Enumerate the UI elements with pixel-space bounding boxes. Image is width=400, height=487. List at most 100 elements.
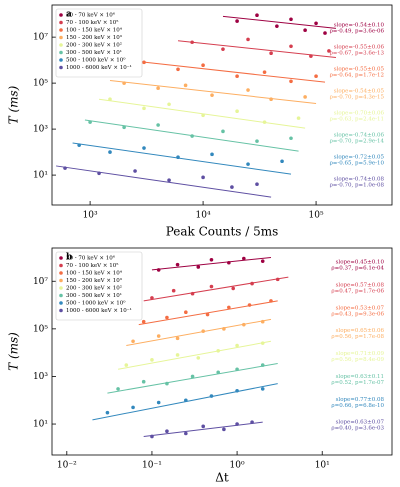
legend-box bbox=[55, 251, 143, 321]
point bbox=[323, 31, 327, 35]
legend-label: 30 - 70 keV × 10⁶ bbox=[66, 255, 116, 262]
point bbox=[122, 81, 126, 85]
x-tick-label: 10⁻¹ bbox=[142, 461, 162, 471]
point bbox=[262, 70, 267, 74]
point bbox=[255, 182, 259, 187]
annotation: ρ=0.43, p=9.3e-06 bbox=[331, 311, 384, 317]
point bbox=[171, 288, 176, 293]
point bbox=[275, 277, 280, 282]
fit-line bbox=[107, 363, 278, 394]
annotation: ρ=0.37, p=6.1e-04 bbox=[331, 266, 384, 272]
annotation: slope=0.71±0.09 bbox=[336, 351, 385, 357]
fit-line bbox=[72, 142, 292, 175]
legend-label: 500 - 1000 keV × 10⁰ bbox=[66, 57, 126, 64]
point bbox=[275, 24, 279, 28]
point bbox=[246, 162, 250, 166]
point bbox=[246, 37, 250, 42]
point bbox=[314, 74, 318, 79]
panel-label: a bbox=[66, 10, 72, 20]
point bbox=[190, 40, 194, 45]
fit-line bbox=[143, 421, 263, 437]
fit-line bbox=[222, 15, 337, 29]
legend-marker bbox=[59, 20, 63, 25]
legend-label: 1000 - 6000 keV × 10⁻¹ bbox=[66, 307, 132, 314]
point bbox=[260, 259, 265, 263]
point bbox=[289, 79, 293, 84]
x-tick-label: 10⁵ bbox=[309, 211, 324, 221]
annotation: slope=0.57±0.08 bbox=[336, 282, 385, 288]
point bbox=[156, 400, 161, 405]
point bbox=[235, 422, 239, 426]
annotation: slope=-0.55±0.05 bbox=[334, 67, 385, 73]
point bbox=[255, 13, 259, 18]
point bbox=[133, 169, 137, 173]
point bbox=[184, 310, 188, 315]
point bbox=[289, 44, 293, 49]
point bbox=[150, 358, 154, 362]
point bbox=[165, 315, 169, 320]
plot-frame bbox=[51, 4, 393, 206]
point bbox=[141, 319, 146, 324]
annotation: ρ=-0.70, p=2.9e-14 bbox=[330, 139, 385, 145]
point bbox=[230, 185, 234, 189]
fit-line bbox=[56, 165, 272, 198]
point bbox=[88, 120, 92, 124]
point bbox=[235, 343, 239, 348]
plot-frame bbox=[51, 247, 393, 456]
point bbox=[122, 125, 126, 130]
point bbox=[97, 171, 101, 176]
legend-marker bbox=[59, 263, 63, 268]
point bbox=[142, 60, 146, 65]
annotation: ρ=-0.65, p=5.9e-10 bbox=[330, 161, 385, 167]
annotation: ρ=-0.70, p=1.0e-08 bbox=[330, 183, 385, 189]
y-tick-label: 10¹ bbox=[33, 171, 48, 181]
point bbox=[184, 431, 188, 436]
point bbox=[210, 93, 214, 97]
fit-line bbox=[151, 256, 272, 271]
point bbox=[201, 63, 205, 68]
point bbox=[150, 296, 154, 300]
legend-marker bbox=[59, 35, 63, 40]
annotation: slope=0.53±0.07 bbox=[336, 305, 385, 311]
annotation: ρ=-0.67, p=3.6e-13 bbox=[330, 51, 385, 57]
annotation: ρ=0.56, p=8.4e-09 bbox=[331, 357, 384, 363]
annotation: slope=-0.72±0.05 bbox=[334, 155, 385, 161]
point bbox=[196, 265, 201, 269]
point bbox=[280, 159, 284, 164]
point bbox=[235, 74, 239, 79]
point bbox=[175, 353, 180, 357]
point bbox=[156, 268, 161, 272]
point bbox=[235, 388, 239, 393]
legend-marker bbox=[59, 50, 63, 55]
legend-label: 150 - 200 keV × 10³ bbox=[66, 277, 122, 284]
point bbox=[231, 286, 235, 291]
point bbox=[260, 341, 265, 345]
legend-box bbox=[55, 8, 143, 78]
point bbox=[227, 260, 231, 265]
fit-line bbox=[177, 40, 337, 59]
annotation: ρ=0.52, p=1.7e-07 bbox=[331, 380, 384, 386]
point bbox=[327, 49, 331, 53]
legend-label: 70 - 100 keV × 10⁵ bbox=[66, 19, 118, 26]
point bbox=[142, 106, 146, 111]
point bbox=[205, 312, 210, 317]
annotation: ρ=-0.63, p=2.4e-11 bbox=[330, 117, 384, 123]
x-axis-label: Peak Counts / 5ms bbox=[166, 225, 279, 239]
point bbox=[190, 291, 195, 296]
y-tick-label: 10⁷ bbox=[33, 33, 48, 43]
legend-label: 200 - 300 keV × 10² bbox=[66, 285, 122, 292]
x-tick-label: 10¹ bbox=[315, 461, 330, 471]
y-tick-label: 10⁷ bbox=[33, 277, 48, 287]
legend-label: 200 - 300 keV × 10² bbox=[66, 42, 122, 49]
point bbox=[235, 19, 239, 23]
annotation: slope=-0.54±0.05 bbox=[334, 89, 385, 95]
point bbox=[289, 136, 293, 141]
x-axis-label: Δt bbox=[215, 471, 229, 485]
fit-line bbox=[109, 80, 317, 104]
annotation: ρ=0.40, p=3.6e-03 bbox=[331, 426, 384, 432]
legend-marker bbox=[59, 278, 63, 283]
legend-marker bbox=[59, 58, 63, 62]
point bbox=[167, 102, 171, 107]
annotation: slope=0.77±0.08 bbox=[336, 397, 385, 403]
panel: slope=-0.54±0.10ρ=-0.49, p=3.6e-06 slope=… bbox=[7, 4, 393, 239]
